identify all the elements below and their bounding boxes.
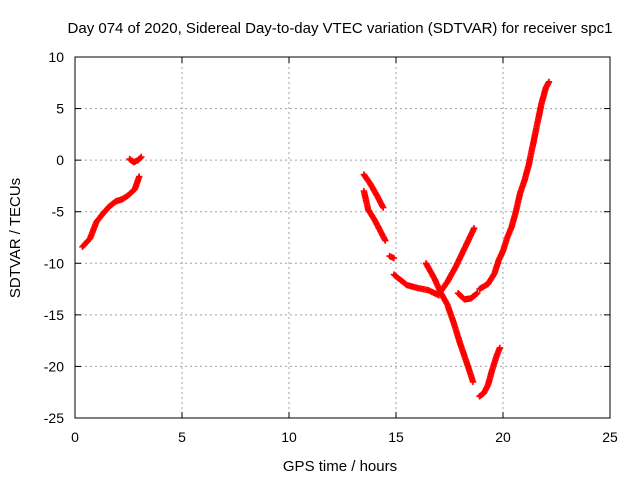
grid-lines	[75, 57, 610, 418]
data-segment	[386, 252, 398, 262]
y-tick-label: 10	[48, 49, 64, 65]
data-series	[79, 78, 553, 400]
data-point	[470, 225, 478, 232]
y-axis-label: SDTVAR / TECUs	[7, 178, 24, 298]
data-point	[380, 204, 387, 211]
y-tick-label: -25	[44, 410, 64, 426]
data-segment	[435, 225, 478, 298]
data-point	[496, 344, 503, 352]
y-tick-label: 5	[56, 101, 64, 117]
x-axis-label: GPS time / hours	[283, 458, 397, 475]
y-tick-label: -10	[44, 255, 64, 271]
x-tick-label: 0	[71, 429, 79, 445]
x-tick-label: 10	[281, 429, 297, 445]
data-point	[469, 378, 477, 386]
data-segment	[360, 187, 389, 244]
data-segment	[476, 344, 503, 400]
data-segment	[360, 171, 387, 211]
y-tick-label: -5	[52, 204, 65, 220]
data-segment	[454, 290, 481, 303]
y-tick-label: -20	[44, 358, 64, 374]
y-tick-label: -15	[44, 307, 64, 323]
data-point	[136, 173, 143, 180]
plot-frame	[74, 56, 611, 419]
data-point	[138, 153, 145, 161]
data-point	[390, 254, 398, 262]
data-segment	[476, 78, 553, 293]
axis-ticks: 0 5 10 15 20 25 10 5 0 -5 -10 -15 -20 -25	[44, 49, 618, 445]
data-segment	[126, 153, 145, 166]
data-point	[137, 154, 144, 162]
data-point	[545, 78, 553, 85]
x-tick-label: 15	[388, 429, 404, 445]
x-tick-label: 25	[602, 429, 618, 445]
chart-title: Day 074 of 2020, Sidereal Day-to-day VTE…	[68, 20, 613, 37]
data-segment	[79, 173, 143, 250]
x-tick-label: 5	[178, 429, 186, 445]
data-point	[382, 237, 389, 244]
data-point	[473, 290, 480, 298]
data-point	[474, 290, 481, 297]
y-tick-label: 0	[56, 152, 64, 168]
data-segment	[422, 260, 477, 386]
x-tick-label: 20	[495, 429, 511, 445]
